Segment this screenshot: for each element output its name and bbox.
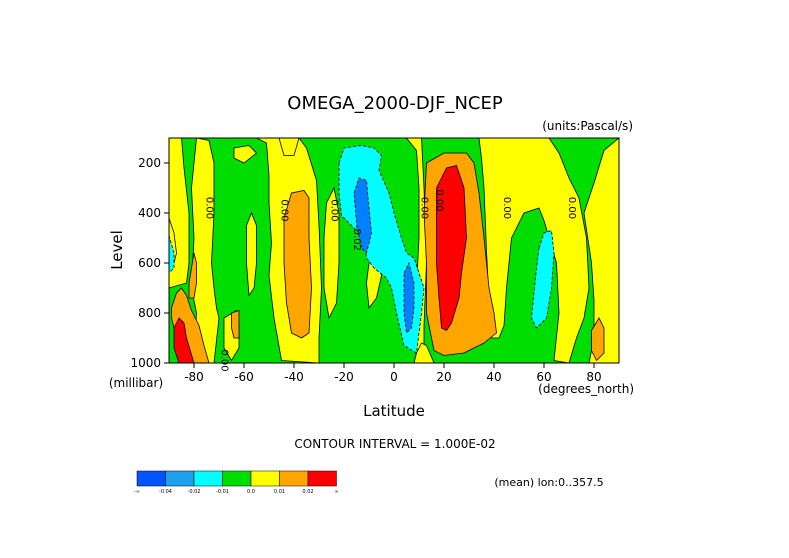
contour-region — [191, 137, 220, 364]
contour-region — [353, 177, 372, 254]
contour-value-label: 0.00 — [204, 197, 215, 219]
y-tick-label: 400 — [138, 206, 161, 220]
x-axis-ticks: -80 -60 -40 -20 0 20 40 60 80 — [184, 363, 602, 384]
contour-value-label: -0.02 — [351, 225, 362, 251]
x-axis-label: Latitude — [363, 402, 425, 420]
colorbar-swatch — [307, 470, 337, 487]
x-unit-label: (degrees_north) — [538, 382, 634, 396]
plot-area: 0.00 0.00 0.00 -0.02 0.00 0.00 0.00 0.00 0.00 — [168, 137, 620, 372]
y-unit-label: (millibar) — [109, 376, 163, 390]
y-axis-ticks: 200 400 600 800 1000 — [130, 156, 169, 370]
contour-value-label: 0.00 — [566, 197, 577, 219]
contour-region — [233, 145, 258, 164]
colorbar-label: -∞ — [134, 489, 140, 495]
colorbar-label: 0.0 — [247, 489, 255, 495]
contour-region — [188, 252, 197, 299]
contour-region — [531, 229, 555, 329]
colorbar-label: 0.02 — [302, 489, 313, 495]
chart-title: OMEGA_2000-DJF_NCEP — [287, 93, 503, 114]
colorbar-swatch — [165, 470, 195, 487]
colorbar-swatch — [222, 470, 252, 487]
colorbar-swatch — [250, 470, 280, 487]
y-tick-label: 600 — [138, 256, 161, 270]
x-tick-label: -40 — [284, 370, 304, 384]
x-tick-label: 80 — [586, 370, 601, 384]
contour-value-label: 0.00 — [434, 189, 445, 211]
contour-region — [246, 211, 257, 297]
contour-value-label: 0.00 — [219, 349, 230, 371]
y-tick-label: 800 — [138, 306, 161, 320]
units-label: (units:Pascal/s) — [542, 119, 633, 133]
contour-region — [231, 309, 240, 339]
contour-region — [283, 190, 312, 339]
contour-region — [403, 261, 415, 334]
contour-interval-label: CONTOUR INTERVAL = 1.000E-02 — [294, 437, 495, 451]
x-tick-label: -80 — [184, 370, 204, 384]
contour-regions — [168, 137, 620, 364]
x-tick-label: -60 — [234, 370, 254, 384]
colorbar-swatch — [279, 470, 309, 487]
x-tick-label: 40 — [486, 370, 501, 384]
y-axis-label: Level — [108, 230, 126, 270]
contour-value-label: 0.00 — [419, 197, 430, 219]
colorbar-label: -0.02 — [188, 489, 201, 495]
contour-region — [173, 317, 195, 364]
colorbar-label: -0.01 — [216, 489, 229, 495]
x-tick-label: 60 — [536, 370, 551, 384]
x-tick-label: -20 — [334, 370, 354, 384]
colorbar: -∞ -0.04 -0.02 -0.01 0.0 0.01 0.02 ∞ — [134, 470, 339, 495]
x-tick-label: 0 — [390, 370, 398, 384]
contour-value-label: 0.00 — [501, 197, 512, 219]
contour-region — [413, 342, 435, 364]
contour-region — [591, 317, 605, 362]
colorbar-swatch — [193, 470, 223, 487]
contour-labels: 0.00 0.00 0.00 -0.02 0.00 0.00 0.00 0.00 0.00 — [204, 189, 578, 371]
contour-region — [436, 165, 467, 332]
colorbar-label: 0.01 — [274, 489, 285, 495]
contour-value-label: 0.00 — [329, 199, 340, 221]
contour-value-label: 0.00 — [279, 199, 290, 221]
colorbar-label: ∞ — [334, 489, 338, 495]
colorbar-label: -0.04 — [159, 489, 172, 495]
x-tick-label: 20 — [436, 370, 451, 384]
y-tick-label: 200 — [138, 156, 161, 170]
y-tick-label: 1000 — [130, 356, 161, 370]
colorbar-swatch — [136, 470, 166, 487]
contour-region — [323, 186, 340, 320]
mean-label: (mean) lon:0..357.5 — [494, 476, 603, 489]
